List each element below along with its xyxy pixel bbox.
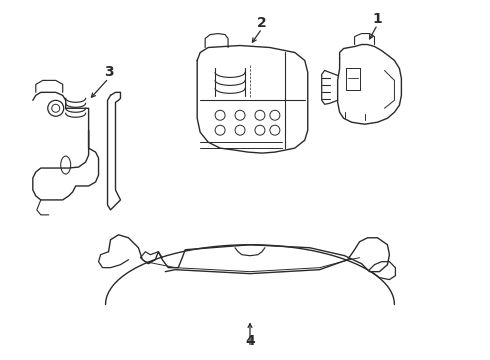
Text: 4: 4 (245, 334, 255, 348)
Text: 2: 2 (257, 15, 267, 30)
Text: 1: 1 (372, 12, 382, 26)
Text: 3: 3 (104, 66, 113, 80)
